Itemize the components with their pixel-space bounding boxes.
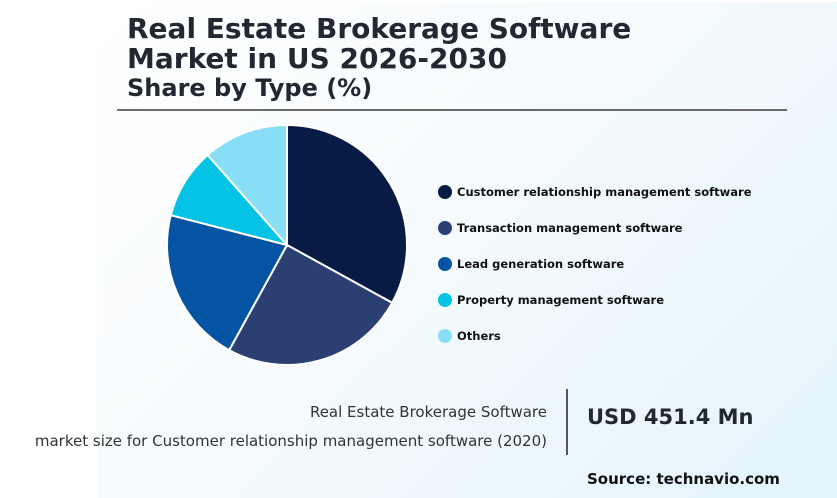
chart-subtitle: Share by Type (%) [127, 74, 373, 102]
caption-line-2: market size for Customer relationship ma… [34, 432, 547, 450]
pie-slice-1 [286, 123, 408, 305]
legend-label: Lead generation software [457, 257, 625, 271]
legend-item-1: Customer relationship management softwar… [438, 174, 752, 210]
legend-item-5: Others [438, 318, 752, 354]
legend-item-2: Transaction management software [438, 210, 752, 246]
legend-swatch [438, 185, 452, 199]
chart-title: Real Estate Brokerage Software Market in… [127, 12, 632, 75]
pie-slice-3 [166, 213, 289, 352]
pie-slice-2 [227, 243, 394, 366]
chart-legend: Customer relationship management softwar… [438, 174, 752, 354]
legend-swatch [438, 221, 452, 235]
legend-label: Transaction management software [457, 221, 683, 235]
legend-label: Customer relationship management softwar… [457, 185, 752, 199]
legend-swatch [438, 293, 452, 307]
source-credit: Source: technavio.com [587, 470, 780, 488]
legend-swatch [438, 329, 452, 343]
legend-item-3: Lead generation software [438, 246, 752, 282]
market-size-caption: Real Estate Brokerage Software market si… [35, 398, 547, 456]
legend-label: Others [457, 329, 501, 343]
legend-swatch [438, 257, 452, 271]
caption-divider [566, 389, 568, 455]
legend-item-4: Property management software [438, 282, 752, 318]
market-size-value: USD 451.4 Mn [587, 405, 754, 429]
pie-slice-5 [206, 123, 288, 248]
legend-label: Property management software [457, 293, 664, 307]
title-divider [117, 109, 787, 111]
caption-line-1: Real Estate Brokerage Software [309, 403, 547, 421]
